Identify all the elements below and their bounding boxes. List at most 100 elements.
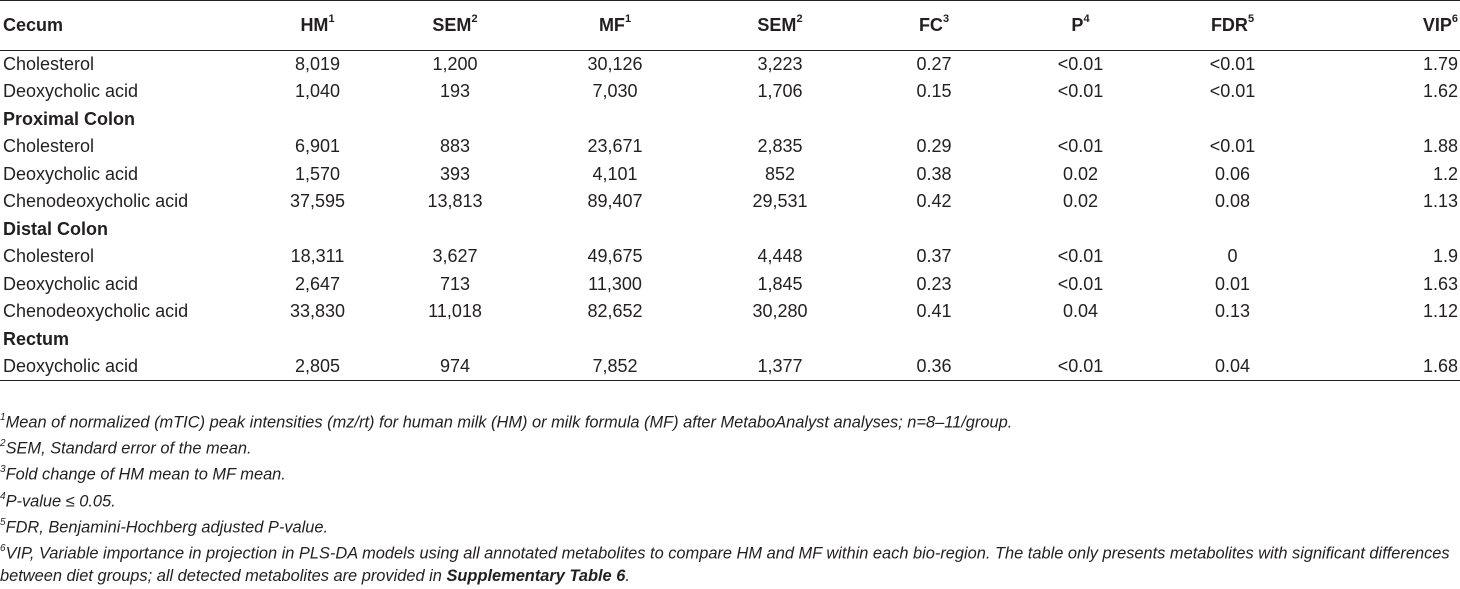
column-header-label: SEM (757, 15, 797, 35)
table-cell: 4,448 (757, 246, 803, 267)
metabolite-name: Cholesterol (3, 54, 95, 74)
footnote-marker: 5 (0, 516, 6, 528)
column-header-label: FC (918, 15, 943, 35)
table-row: Deoxycholic acid 2,805 974 7,852 1,377 0.36 <0… (0, 353, 1460, 381)
column-header-1: HM1 (255, 1, 380, 51)
table-row: Deoxycholic acid 1,570 393 4,101 852 0.38 0.02… (0, 161, 1460, 189)
table-cell: 33,830 (289, 301, 346, 322)
table-cell: 1,706 (757, 81, 803, 102)
table-cell: <0.01 (1057, 81, 1104, 102)
table-cell: 11,018 (428, 301, 482, 322)
table-cell: 13,813 (427, 191, 483, 212)
table-cell: <0.01 (1057, 356, 1104, 376)
table-cell: 0.41 (916, 301, 952, 322)
supplementary-table-reference[interactable]: Supplementary Table 6 (446, 567, 626, 586)
table-cell: 4,101 (592, 163, 638, 184)
column-header-label: Cecum (3, 15, 64, 35)
column-header-label: SEM (432, 15, 472, 35)
table-cell: 0.15 (916, 81, 952, 102)
metabolite-name: Deoxycholic acid (3, 273, 139, 294)
footnote-text: Mean of normalized (mTIC) peak intensiti… (5, 413, 1013, 432)
table-cell: 974 (439, 356, 471, 376)
table-cell: 0.29 (916, 136, 952, 157)
column-header-3: MF1 (530, 1, 700, 51)
column-header-label: HM (300, 15, 329, 35)
table-cell: 0.37 (916, 246, 952, 267)
table-cell: 393 (439, 163, 471, 184)
table-cell: 1.12 (1422, 301, 1458, 322)
column-header-label: VIP (1422, 15, 1452, 35)
table-row: Cholesterol 8,019 1,200 30,126 3,223 0.27 <0.0… (0, 51, 1460, 79)
column-header-label: FDR (1210, 15, 1248, 35)
column-header-0: Cecum (0, 1, 255, 51)
column-header-label: MF (598, 15, 625, 35)
table-cell: 0.08 (1214, 191, 1251, 212)
table-cell: 883 (439, 136, 471, 157)
metabolite-name: Deoxycholic acid (3, 163, 139, 184)
column-header-8: VIP6 (1312, 1, 1460, 51)
footnote-text: Fold change of HM mean to MF mean. (5, 465, 286, 484)
table-cell: 89,407 (587, 191, 643, 212)
section-row: Proximal Colon (0, 106, 1460, 134)
footnote: 2SEM, Standard error of the mean. (0, 434, 1458, 460)
column-header-5: FC3 (860, 1, 1008, 51)
table-cell: <0.01 (1209, 54, 1256, 74)
metabolite-name: Chenodeoxycholic acid (3, 301, 189, 322)
footnote-marker: 2 (796, 13, 803, 25)
table-cell: 3,223 (757, 54, 803, 74)
footnote-text: FDR, Benjamini-Hochberg adjusted P-value… (5, 518, 329, 537)
section-row: Rectum (0, 326, 1460, 354)
section-row: Distal Colon (0, 216, 1460, 244)
column-header-label: P (1071, 15, 1084, 35)
table-cell: 1.63 (1422, 273, 1458, 294)
footnote: 1Mean of normalized (mTIC) peak intensit… (0, 408, 1458, 434)
metabolite-name: Cholesterol (3, 136, 95, 157)
footnote-text: VIP, Variable importance in projection i… (0, 544, 1450, 586)
table-cell: 1,570 (294, 163, 341, 184)
footnote-marker: 3 (942, 13, 950, 25)
table-cell: 0 (1227, 246, 1238, 267)
table-cell: <0.01 (1057, 273, 1104, 294)
table-cell: 0.38 (916, 163, 952, 184)
table-cell: 0.23 (916, 273, 952, 294)
footnote-marker: 6 (0, 542, 6, 554)
table-cell: 18,311 (290, 246, 345, 267)
table-cell: <0.01 (1209, 136, 1256, 157)
table-cell: 2,647 (294, 273, 341, 294)
footnote: 5FDR, Benjamini-Hochberg adjusted P-valu… (0, 513, 1458, 539)
section-label: Rectum (3, 328, 70, 349)
column-header-4: SEM2 (700, 1, 860, 51)
table-cell: 1.62 (1422, 81, 1458, 102)
table-body: Cholesterol 8,019 1,200 30,126 3,223 0.27 <0.0… (0, 51, 1460, 381)
table-cell: <0.01 (1057, 136, 1104, 157)
table-cell: 0.06 (1214, 163, 1251, 184)
table-cell: 2,835 (757, 136, 803, 157)
table-cell: 7,852 (592, 356, 638, 376)
table-cell: 0.02 (1062, 163, 1099, 184)
header-row: Cecum HM1 SEM2 MF1 SEM2 FC3 P4 FDR5 VIP6 (0, 0, 1460, 51)
table-footnotes: 1Mean of normalized (mTIC) peak intensit… (0, 408, 1458, 588)
footnote-marker: 2 (0, 438, 6, 450)
metabolite-name: Deoxycholic acid (3, 81, 139, 102)
table-cell: 0.42 (916, 191, 952, 212)
footnote: 4P-value ≤ 0.05. (0, 487, 1458, 513)
footnote-marker: 1 (624, 13, 632, 25)
table-cell: 8,019 (294, 54, 341, 74)
table-cell: 1,040 (294, 81, 341, 102)
table-cell: 0.04 (1062, 301, 1099, 322)
footnote-marker: 6 (1451, 13, 1458, 25)
table-cell: 0.13 (1214, 301, 1251, 322)
table-cell: 1.13 (1422, 191, 1458, 212)
table-cell: 0.27 (916, 54, 952, 74)
table-cell: 23,671 (587, 136, 643, 157)
table-cell: 713 (439, 273, 471, 294)
table-cell: 3,627 (432, 246, 478, 267)
table-cell: 1.9 (1432, 246, 1458, 267)
table-cell: 2,805 (294, 356, 341, 376)
metabolite-name: Cholesterol (3, 246, 95, 267)
table-cell: 193 (439, 81, 471, 102)
metabolite-table: Cecum HM1 SEM2 MF1 SEM2 FC3 P4 FDR5 VIP6 Cholest… (0, 0, 1460, 381)
table-cell: 0.36 (916, 356, 952, 376)
footnote-marker: 3 (0, 464, 6, 476)
